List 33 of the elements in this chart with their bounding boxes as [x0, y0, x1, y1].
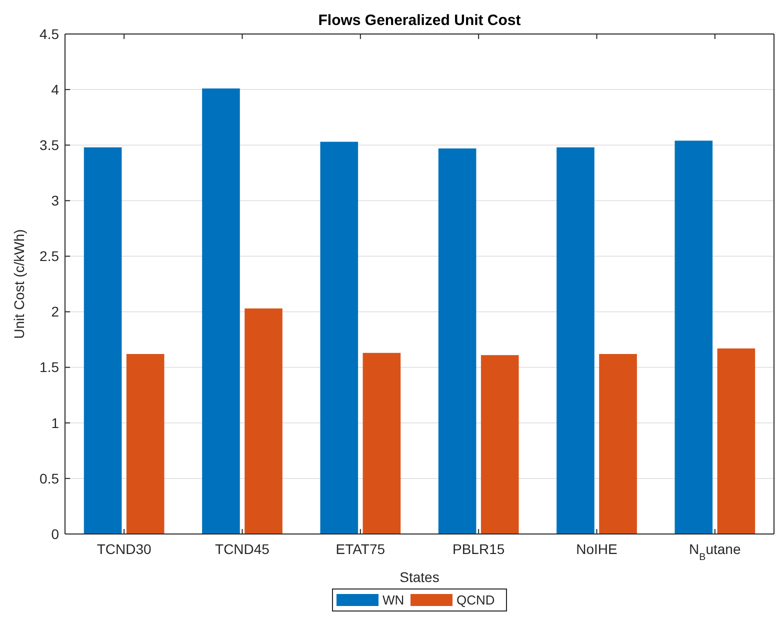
- x-tick-label: N$_{B}$utane: [689, 541, 741, 562]
- chart-title: Flows Generalized Unit Cost: [318, 12, 521, 29]
- y-tick-label: 4: [51, 81, 60, 98]
- bar: [717, 348, 756, 534]
- y-tick-label: 4.5: [40, 26, 60, 42]
- y-tick-label: 2: [51, 304, 60, 320]
- bar: [126, 354, 164, 534]
- bar: [244, 308, 282, 534]
- bar: [84, 147, 122, 534]
- legend-label: QCND: [456, 592, 495, 608]
- y-tick-label: 0: [51, 526, 60, 542]
- bar: [674, 140, 713, 534]
- bar: [480, 355, 519, 534]
- bar: [320, 142, 358, 534]
- y-tick-label: 2.5: [40, 248, 60, 264]
- y-axis-title: Unit Cost (c/kWh): [11, 229, 27, 339]
- y-tick-label: 3: [51, 192, 60, 209]
- y-tick-label: 3.5: [40, 137, 60, 154]
- y-tick-label: 0.5: [40, 470, 60, 486]
- y-tick-label: 1.5: [40, 359, 60, 376]
- bar: [438, 148, 476, 534]
- bar: [556, 147, 594, 534]
- x-tick-label: TCND30: [96, 541, 152, 557]
- x-tick-label: NoIHE: [576, 541, 618, 557]
- bar: [599, 354, 637, 534]
- x-tick-label: PBLR15: [452, 541, 505, 557]
- y-tick-label: 1: [51, 414, 60, 431]
- x-axis-title: States: [400, 569, 440, 585]
- x-tick-label: TCND45: [215, 541, 270, 557]
- bar: [202, 88, 240, 534]
- legend-label: WN: [382, 592, 404, 608]
- x-tick-label: ETAT75: [336, 541, 386, 557]
- bar: [362, 352, 401, 534]
